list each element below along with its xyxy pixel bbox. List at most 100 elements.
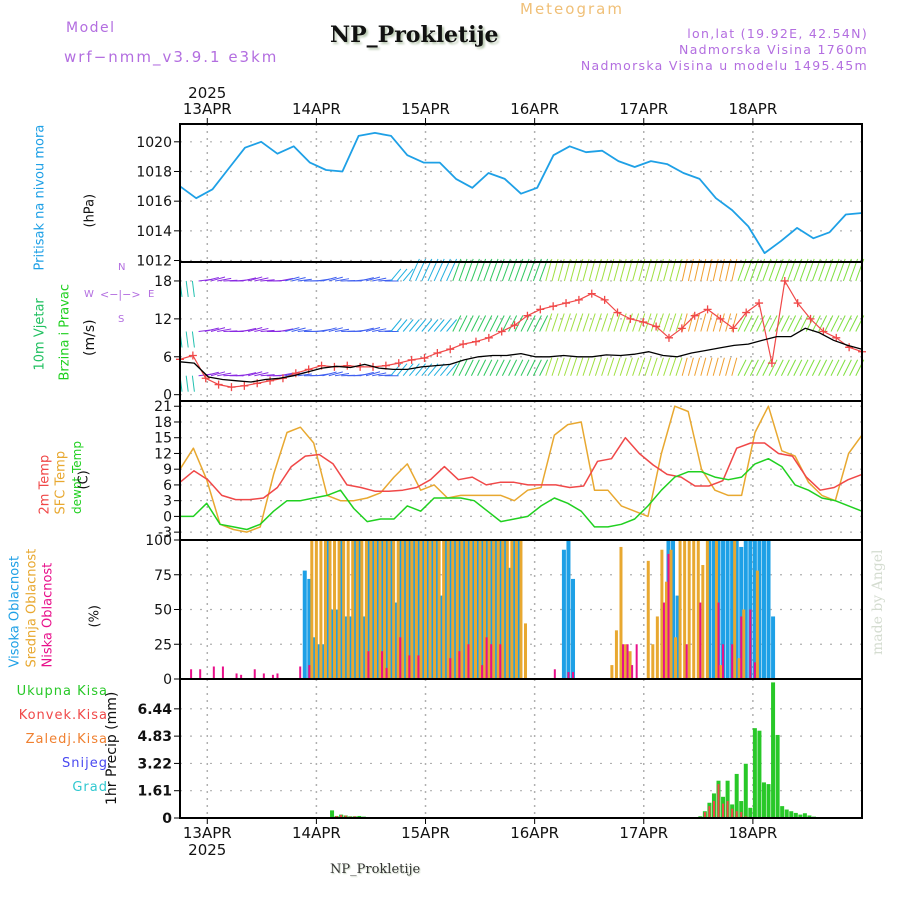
cloud-bar	[635, 644, 638, 679]
wind-arrow	[458, 359, 468, 376]
cloud-bar	[446, 540, 450, 679]
wind-arrow	[842, 359, 852, 376]
wind-arrow	[632, 357, 640, 376]
wind-arrow	[675, 313, 683, 332]
y-tick-label: 18	[154, 274, 172, 290]
x-tick-label-top: 17APR	[619, 100, 668, 118]
wind-arrow	[675, 357, 683, 376]
compass-s: S	[118, 314, 125, 325]
wind-arrow	[291, 276, 306, 282]
wind-arrow	[477, 315, 487, 332]
wind-gust-marker	[214, 380, 223, 389]
precip-bar	[807, 815, 812, 818]
cloud-bar	[423, 540, 427, 679]
wind-arrow	[191, 375, 195, 392]
y-tick-label: 1.61	[137, 784, 172, 800]
wind-arrow	[285, 276, 300, 282]
cloud-bar	[385, 667, 388, 679]
wind-speed-line	[179, 327, 863, 383]
wind-arrow	[322, 371, 337, 377]
wind-arrow	[489, 359, 499, 376]
compass-w: W	[84, 289, 94, 300]
wind-arrow	[185, 375, 189, 392]
cloud-bar	[370, 540, 375, 679]
cloud-bar	[519, 540, 523, 679]
wind-arrow	[576, 313, 584, 332]
cloud-bar	[325, 540, 330, 679]
model-elevation-label: Nadmorska Visina u modelu 1495.45m	[580, 58, 868, 73]
wind-arrow	[644, 313, 652, 332]
wind-arrow	[570, 357, 578, 376]
precip-bar	[739, 801, 744, 818]
cloud-bar	[410, 540, 414, 679]
precip-bar	[344, 815, 347, 818]
y-tick-label: 12	[154, 446, 172, 462]
wind-arrow	[464, 315, 474, 332]
wind-arrow	[799, 315, 809, 332]
wind-arrow	[793, 359, 803, 376]
wind-arrow	[613, 357, 621, 376]
wind-arrow	[440, 319, 451, 332]
wind-arrow	[421, 319, 433, 332]
wind-arrow	[279, 372, 294, 377]
wind-arrow	[582, 357, 590, 376]
wind-arrow	[818, 315, 828, 332]
cloud-bar	[664, 581, 668, 679]
wind-arrow	[297, 278, 312, 282]
cloud-bar	[505, 540, 509, 679]
wind-arrow	[582, 313, 590, 332]
wind-arrow	[601, 357, 609, 376]
wind-arrow	[204, 276, 219, 282]
precip-bar	[784, 809, 789, 818]
wind-arrow	[669, 357, 677, 376]
y-tick-label: 1012	[136, 254, 172, 270]
cloud-bar	[571, 578, 576, 679]
wind-arrow	[501, 359, 511, 376]
precip-bar	[752, 728, 757, 818]
model-label: Model	[66, 20, 116, 36]
cloud-bar	[401, 540, 405, 679]
wind-gust-marker	[497, 327, 506, 336]
wind-arrow	[694, 313, 701, 332]
wind-arrow	[217, 328, 232, 332]
cloud-bar	[319, 540, 323, 679]
wind-arrow	[185, 331, 189, 348]
wind-arrow	[799, 359, 809, 376]
wind-arrow	[322, 276, 337, 282]
cloud-bar	[299, 666, 302, 679]
precip-bar	[340, 814, 343, 818]
wind-arrow	[588, 357, 596, 376]
wind-arrow	[210, 327, 226, 332]
cloud-bar	[480, 540, 485, 679]
cloud-bar	[310, 540, 314, 679]
wind-arrow	[372, 277, 387, 282]
wind-arrow	[495, 315, 505, 332]
wind-arrow	[563, 313, 571, 332]
cloud-bar	[561, 549, 566, 679]
wind-arrow	[210, 276, 226, 282]
wind-arrow	[359, 277, 374, 282]
wind-gust-marker	[188, 351, 197, 360]
cloud-bar	[740, 616, 743, 679]
cloud-bar	[316, 644, 321, 679]
y-tick-label: 50	[154, 603, 172, 619]
wind-arrow	[248, 371, 263, 377]
cloud-bar	[467, 644, 470, 679]
cloud-bar	[761, 540, 766, 679]
cloud-bar	[514, 540, 518, 679]
wind-arrow	[594, 313, 602, 332]
wind-arrow	[756, 359, 766, 376]
y-tick-label: 0	[163, 388, 172, 404]
wind-arrow	[663, 357, 671, 376]
cloud-bar	[375, 540, 380, 679]
wind-arrow	[576, 357, 584, 376]
wind-arrow	[743, 315, 753, 332]
cloud-bar	[330, 609, 335, 679]
cloud-bar	[553, 669, 556, 679]
wind-arrow	[210, 371, 226, 377]
cloud-bar	[667, 553, 670, 679]
precip-bar	[734, 773, 739, 818]
cloud-bar	[416, 540, 421, 679]
wind-arrow	[694, 357, 701, 376]
